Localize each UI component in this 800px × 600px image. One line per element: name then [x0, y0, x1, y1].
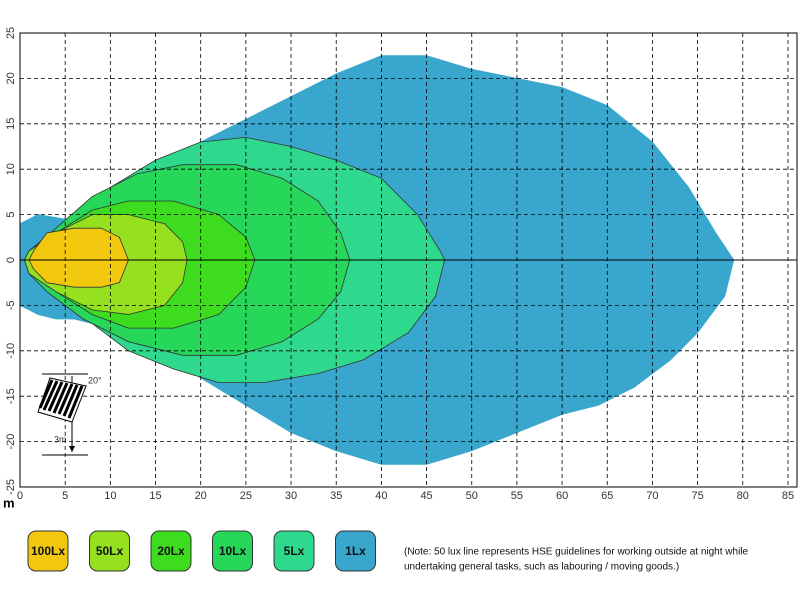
plot-frame [19, 32, 798, 488]
legend-swatch [89, 530, 130, 572]
note: (Note: 50 lux line represents HSE guidel… [404, 547, 749, 558]
legend-label: 100Lx [31, 544, 65, 558]
mounting-inset: 20° 3m [37, 373, 102, 456]
x-tick-label: 75 [691, 490, 703, 502]
legend-label: 5Lx [284, 544, 305, 558]
legend-label: 20Lx [157, 544, 185, 558]
x-tick-label: 65 [601, 490, 613, 502]
y-tick-label: -10 [5, 343, 17, 359]
x-tick-label: 45 [420, 490, 432, 502]
y-tick-label: 20 [5, 72, 17, 84]
x-tick-label: 30 [285, 490, 297, 502]
x-tick-label: 5 [62, 490, 68, 502]
x-tick-label: 15 [149, 490, 161, 502]
x-tick-label: 80 [737, 490, 749, 502]
x-tick-label: 50 [466, 490, 478, 502]
x-tick-label: 35 [330, 490, 342, 502]
x-tick-label: 20 [195, 490, 207, 502]
legend-label: 1Lx [345, 544, 366, 558]
y-tick-label: 15 [5, 118, 17, 130]
legend-swatch [335, 530, 376, 572]
x-tick-label: 40 [375, 490, 387, 502]
height-label: 3m [54, 434, 67, 444]
x-tick-label: 55 [511, 490, 523, 502]
y-tick-label: -15 [5, 388, 17, 404]
y-tick-label: -25 [5, 479, 17, 495]
legend-swatch [212, 530, 253, 572]
lamp-hatch [38, 379, 84, 419]
y-tick-label: 10 [5, 163, 17, 175]
x-tick-label: 10 [104, 490, 116, 502]
plot-area [19, 32, 798, 488]
legend-swatch [27, 530, 69, 572]
y-tick-label: 5 [5, 212, 17, 218]
x-tick-label: 85 [782, 490, 794, 502]
x-tick-label: 25 [240, 490, 252, 502]
legend-swatch [150, 530, 192, 572]
isolux-region [28, 227, 129, 288]
x-tick-label: 70 [646, 490, 658, 502]
y-tick-label: 25 [5, 27, 17, 39]
legend-label: 50Lx [96, 544, 124, 558]
y-tick-label: 0 [5, 257, 17, 263]
x-tick-label: 0 [17, 490, 23, 502]
y-tick-label: -20 [5, 434, 17, 450]
x-tick-label: 60 [556, 490, 568, 502]
note: undertaking general tasks, such as labou… [404, 562, 679, 573]
y-tick-label: -5 [5, 301, 17, 311]
x-unit-label: m [3, 495, 15, 510]
legend-label: 10Lx [219, 544, 247, 558]
angle-label: 20° [88, 375, 102, 385]
legend-swatch [273, 530, 315, 572]
